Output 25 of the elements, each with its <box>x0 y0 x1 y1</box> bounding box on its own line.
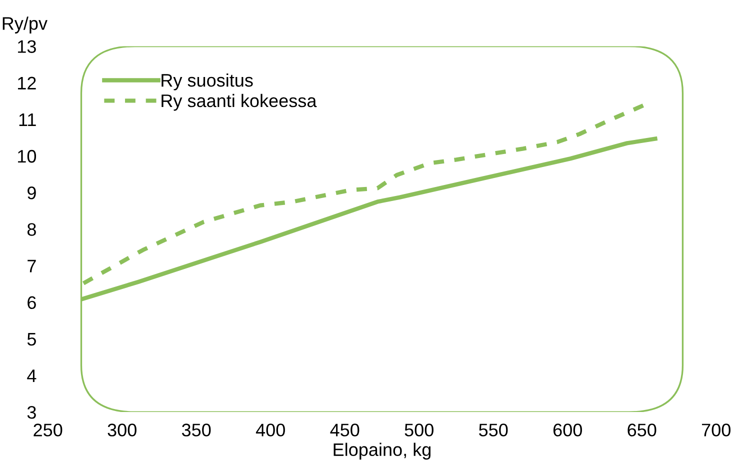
x-tick-label: 250 <box>34 424 62 436</box>
x-tick-label: 550 <box>479 424 508 436</box>
x-axis-title: Elopaino, kg <box>334 442 431 460</box>
y-tick-label: 11 <box>19 114 36 126</box>
x-tick-label: 350 <box>182 424 211 436</box>
y-tick-label: 4 <box>27 370 36 382</box>
y-tick-label: 12 <box>18 76 36 90</box>
x-tick-label: 400 <box>256 424 285 436</box>
x-tick-label: 650 <box>628 424 656 436</box>
x-tick-label: 500 <box>404 424 434 436</box>
x-tick-label: 600 <box>553 424 582 436</box>
legend-label: Ry saanti kokeessa <box>162 94 317 111</box>
legend-label: Ry suositus <box>162 73 253 90</box>
y-tick-label: 3 <box>27 406 36 419</box>
y-axis-title: Ry/pv <box>2 16 48 34</box>
x-tick-label: 300 <box>108 424 136 436</box>
y-tick-label: 9 <box>28 186 36 200</box>
y-tick-label: 5 <box>27 333 36 346</box>
y-tick-label: 8 <box>27 223 36 236</box>
y-tick-label: 13 <box>18 40 36 53</box>
x-tick-label: 450 <box>330 424 360 436</box>
y-tick-label: 10 <box>18 150 36 163</box>
y-tick-label: 6 <box>28 296 36 310</box>
y-tick-label: 7 <box>28 260 36 272</box>
x-tick-label: 700 <box>702 424 730 436</box>
